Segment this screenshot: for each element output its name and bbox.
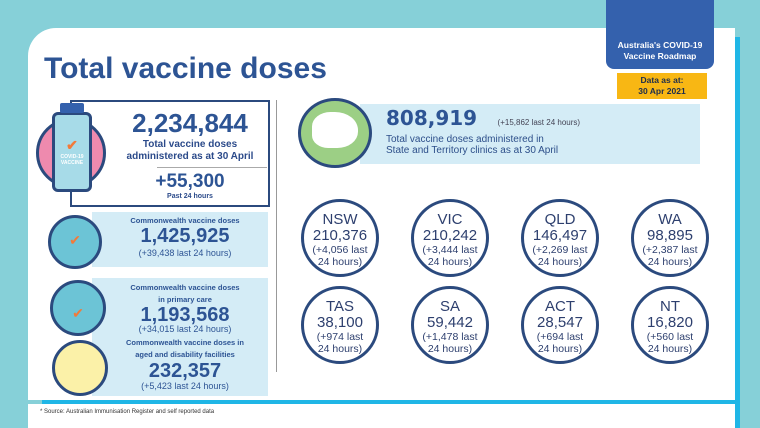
- australia-shape: [312, 112, 358, 148]
- state-total-value: 808,919: [386, 106, 478, 130]
- vial-cap: [60, 103, 84, 113]
- state-name: SA: [439, 298, 460, 315]
- total-delta: +55,300: [155, 171, 225, 192]
- state-delta: (+560 last: [646, 331, 694, 343]
- state-delta: (+3,444 last: [422, 244, 478, 256]
- primary-aged-panel: Commonwealth vaccine doses in primary car…: [92, 278, 268, 396]
- state-delta-2: 24 hours): [317, 343, 363, 355]
- state-value: 98,895: [647, 227, 693, 244]
- total-label: Total vaccine doses administered as at 30…: [126, 139, 254, 162]
- divider: [276, 100, 277, 372]
- accent-strip-right: [735, 37, 740, 428]
- australia-map-icon: ✔: [48, 215, 102, 269]
- state-name: QLD: [544, 211, 576, 228]
- state-name: ACT: [545, 298, 575, 315]
- roadmap-line: Australia's COVID-19: [617, 40, 703, 50]
- state-value: 210,242: [422, 227, 478, 244]
- state-value: 16,820: [647, 314, 693, 331]
- state-delta: (+1,478 last: [422, 331, 478, 343]
- state-delta-2: 24 hours): [537, 343, 583, 355]
- state-delta-2: 24 hours): [427, 343, 473, 355]
- commonwealth-label: Commonwealth vaccine doses: [130, 216, 240, 225]
- commonwealth-delta: (+39,438 last 24 hours): [138, 248, 232, 258]
- people-group-icon: ✔: [50, 280, 106, 336]
- state-circle-sa: SA 59,442 (+1,478 last 24 hours): [411, 286, 489, 364]
- state-value: 146,497: [532, 227, 588, 244]
- primary-label: Commonwealth vaccine doses in primary car…: [130, 283, 240, 304]
- state-circle-vic: VIC 210,242 (+3,444 last 24 hours): [411, 199, 489, 277]
- state-delta: (+974 last: [316, 331, 364, 343]
- state-delta: (+4,056 last: [312, 244, 368, 256]
- state-name: NSW: [322, 211, 358, 228]
- vial-body: ✔ COVID-19 VACCINE: [52, 112, 92, 192]
- state-value: 210,376: [312, 227, 368, 244]
- accent-strip-bottom: [42, 400, 735, 404]
- state-total-delta: (+15,862 last 24 hours): [497, 118, 581, 127]
- state-name: WA: [658, 211, 682, 228]
- aged-care-person-icon: [52, 340, 108, 396]
- total-doses-box: 2,234,844 Total vaccine doses administere…: [70, 100, 270, 207]
- state-delta-2: 24 hours): [427, 256, 473, 268]
- state-circle-nsw: NSW 210,376 (+4,056 last 24 hours): [301, 199, 379, 277]
- state-circle-tas: TAS 38,100 (+974 last 24 hours): [301, 286, 379, 364]
- state-name: NT: [660, 298, 680, 315]
- state-delta-2: 24 hours): [647, 343, 693, 355]
- roadmap-badge[interactable]: Australia's COVID-19 Vaccine Roadmap: [606, 0, 714, 69]
- state-circle-qld: QLD 146,497 (+2,269 last 24 hours): [521, 199, 599, 277]
- roadmap-line: Vaccine Roadmap: [623, 51, 697, 61]
- primary-delta: (+34,015 last 24 hours): [138, 324, 232, 334]
- state-delta-2: 24 hours): [647, 256, 693, 268]
- data-date-badge: Data as at: 30 Apr 2021: [617, 73, 707, 99]
- state-delta-2: 24 hours): [317, 256, 363, 268]
- state-circle-nt: NT 16,820 (+560 last 24 hours): [631, 286, 709, 364]
- primary-value: 1,193,568: [140, 304, 230, 326]
- state-total-label: Total vaccine doses administered in State…: [386, 134, 559, 156]
- state-delta: (+694 last: [536, 331, 584, 343]
- state-name: TAS: [325, 298, 355, 315]
- aged-delta: (+5,423 last 24 hours): [141, 381, 229, 391]
- state-name: VIC: [437, 211, 463, 228]
- state-delta: (+2,269 last: [532, 244, 588, 256]
- page-title: Total vaccine doses: [44, 52, 327, 85]
- aged-label: Commonwealth vaccine doses in aged and di…: [126, 338, 244, 359]
- date-label: Data as at:: [640, 75, 684, 85]
- state-delta: (+2,387 last: [642, 244, 698, 256]
- state-value: 59,442: [427, 314, 473, 331]
- commonwealth-value: 1,425,925: [140, 225, 230, 247]
- footnote: * Source: Australian Immunisation Regist…: [40, 409, 215, 415]
- total-value: 2,234,844: [132, 108, 248, 138]
- total-delta-label: Past 24 hours: [167, 193, 213, 200]
- state-value: 28,547: [537, 314, 583, 331]
- date-value: 30 Apr 2021: [638, 86, 686, 96]
- check-icon: ✔: [66, 137, 78, 153]
- state-circle-wa: WA 98,895 (+2,387 last 24 hours): [631, 199, 709, 277]
- state-delta-2: 24 hours): [537, 256, 583, 268]
- state-total-panel: 808,919 (+15,862 last 24 hours) Total va…: [360, 104, 700, 164]
- footer: [28, 404, 735, 428]
- state-circle-act: ACT 28,547 (+694 last 24 hours): [521, 286, 599, 364]
- aged-value: 232,357: [148, 360, 222, 382]
- commonwealth-panel: Commonwealth vaccine doses 1,425,925 (+3…: [92, 212, 268, 267]
- state-value: 38,100: [317, 314, 363, 331]
